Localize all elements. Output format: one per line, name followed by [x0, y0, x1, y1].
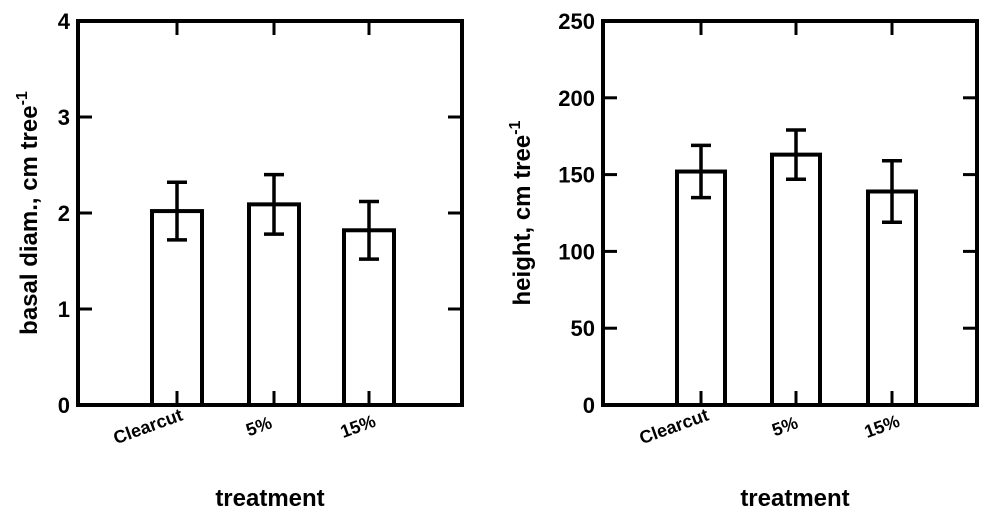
chart-2-y-axis-title: height, cm tree-1: [507, 120, 536, 305]
chart-1-y-axis-title-text: basal diam., cm tree: [16, 105, 43, 334]
chart-1-category-label-2: 5%: [243, 413, 274, 441]
chart-1-x-axis-title: treatment: [215, 485, 324, 512]
chart-2-error-bar-3: [882, 159, 902, 224]
chart-2-ytick-label-5: 200: [558, 86, 595, 111]
chart-2-bar-2: [770, 152, 822, 407]
chart-1-error-bar-1: [167, 180, 187, 242]
chart-2-y-axis-title-text: height, cm tree: [509, 135, 536, 306]
chart-1-plot-frame: [76, 19, 464, 407]
chart-2-category-label-3: 15%: [862, 411, 903, 442]
chart-1-ytick-label-2: 1: [58, 297, 70, 322]
chart-1-category-label-1: Clearcut: [111, 405, 186, 448]
chart-2-category-label-1: Clearcut: [637, 405, 712, 448]
chart-1-ytick-label-3: 2: [58, 201, 70, 226]
chart-2-error-bar-1: [691, 143, 711, 200]
chart-2-ytick-label-2: 50: [571, 316, 595, 341]
chart-1-category-label-3: 15%: [338, 411, 379, 442]
chart-2-bar-3: [866, 189, 918, 407]
chart-1-error-bar-3: [359, 199, 379, 261]
chart-1-y-axis-title-superscript: -1: [14, 91, 31, 105]
chart-1-ytick-label-5: 4: [58, 9, 71, 34]
chart-2-panel: 0 50 100 150 200 250 Clearcut 5% 15% treatment hei…: [507, 9, 979, 512]
chart-2-ytick-label-6: 250: [558, 9, 595, 34]
chart-1-panel: 0 1 2 3 4 Clearcut 5% 15% treatment basal diam., …: [14, 9, 464, 512]
chart-2-ytick-label-1: 0: [583, 393, 595, 418]
chart-1-ytick-label-4: 3: [58, 105, 70, 130]
chart-2-plot-frame: [601, 19, 979, 407]
chart-2-ytick-label-3: 100: [558, 239, 595, 264]
chart-1-ytick-label-1: 0: [58, 393, 70, 418]
chart-2-x-axis-title: treatment: [740, 485, 849, 512]
chart-2-ytick-label-4: 150: [558, 163, 595, 188]
chart-2-error-bar-2: [786, 128, 806, 181]
chart-2-bar-1: [675, 169, 727, 407]
chart-2-y-axis-title-superscript: -1: [507, 120, 524, 134]
chart-2-category-label-2: 5%: [769, 413, 800, 441]
chart-1-y-axis-title: basal diam., cm tree-1: [14, 91, 43, 335]
chart-1-error-bar-2: [264, 172, 284, 236]
